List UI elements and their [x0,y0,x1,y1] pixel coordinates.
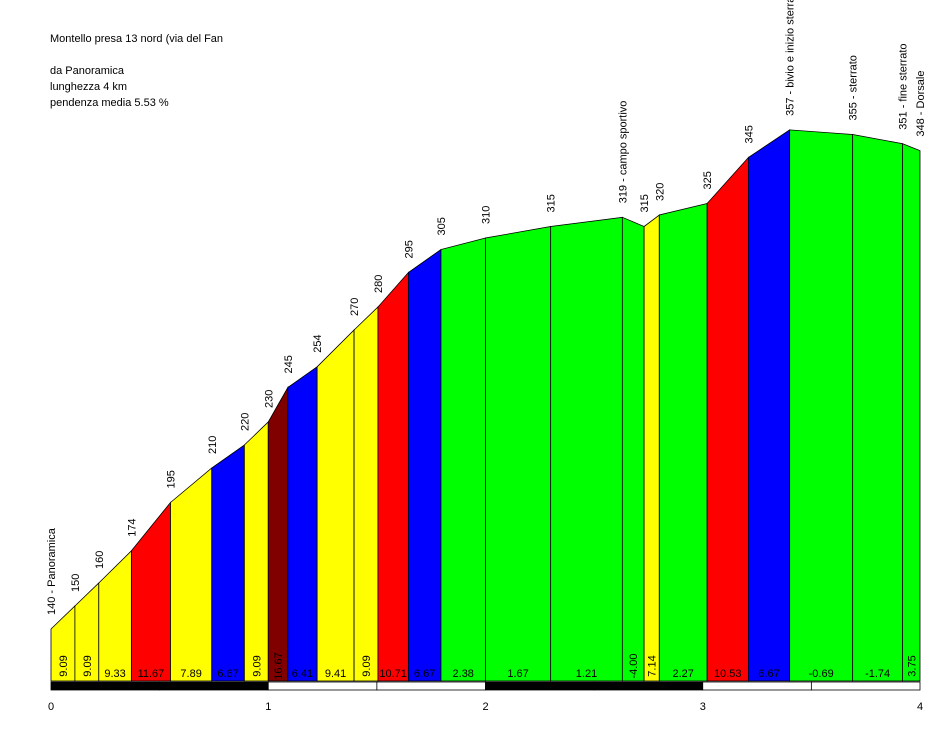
gradient-label: 3.75 [906,655,918,676]
altitude-label: 220 [239,413,251,431]
gradient-label: 9.09 [82,655,94,676]
gradient-label: 9.41 [325,668,346,680]
altitude-label: 160 [94,551,106,569]
scale-bar-segment [376,681,486,691]
scale-bar-segment [159,681,269,691]
gradient-segment [211,444,245,682]
gradient-segment [243,421,269,682]
altitude-label: 345 [743,125,755,143]
gradient-label: 1.21 [576,668,597,680]
gradient-segment [316,329,355,682]
gradient-label: 10.71 [379,668,407,680]
x-tick-label: 4 [917,701,923,713]
gradient-label: 6.67 [414,668,435,680]
gradient-segment [407,248,442,682]
altitude-label: 230 [263,390,275,408]
gradient-label: 10.53 [714,668,742,680]
gradient-segment [706,156,749,682]
gradient-label: 9.33 [104,668,125,680]
altitude-label: 315 [546,194,558,212]
gradient-segment [170,467,213,682]
gradient-segment [747,129,791,682]
altitude-label: 195 [165,470,177,488]
gradient-label: 6.67 [758,668,779,680]
gradient-label: 2.27 [672,668,693,680]
gradient-label: 7.14 [647,655,659,676]
x-tick-label: 0 [48,701,54,713]
altitude-label: 315 [639,194,651,212]
gradient-segment [98,549,132,682]
x-tick-label: 2 [482,701,488,713]
scale-bar-segment [485,681,595,691]
altitude-label: 280 [373,275,385,293]
altitude-label: 348 - Dorsale [915,71,927,137]
gradient-segment [789,129,854,682]
altitude-label: 150 [70,574,82,592]
gradient-label: 9.09 [251,655,263,676]
altitude-label: 270 [349,298,361,316]
altitude-label: 319 - campo sportivo [617,101,629,204]
gradient-label: -1.74 [865,668,890,680]
gradient-label: 1.67 [507,668,528,680]
altitude-label: 325 [702,171,714,189]
gradient-label: 6.67 [217,668,238,680]
scale-bar-segment [267,681,378,691]
gradient-label: 7.89 [180,668,201,680]
altitude-label: 254 [312,334,324,352]
gradient-segment [852,134,904,682]
climb-average-gradient: pendenza media 5.53 % [50,97,169,109]
altitude-label: 295 [403,240,415,258]
gradient-segment [440,237,486,682]
scale-bar-segment [593,681,704,691]
gradient-segment [267,385,289,682]
gradient-segment [377,271,409,682]
gradient-label: 9.09 [361,655,373,676]
gradient-segment [485,226,552,682]
altitude-label: 140 - Panoramica [46,527,58,615]
gradient-segment [902,143,921,682]
altitude-label: 305 [436,217,448,235]
altitude-label: 174 [126,518,138,536]
gradient-segment [658,202,708,682]
x-tick-label: 1 [265,701,271,713]
gradient-label: -0.69 [809,668,834,680]
gradient-segment [550,216,623,682]
climb-length: lunghezza 4 km [50,81,128,93]
altitude-label: 355 - sterrato [848,55,860,120]
gradient-segment [621,216,645,682]
gradient-label: 9.09 [58,655,70,676]
gradient-segment [353,306,379,682]
scale-bar-segment [702,681,812,691]
scale-bar-segment [810,681,921,691]
gradient-segment [643,214,660,682]
altitude-label: 245 [283,355,295,373]
altitude-label: 320 [654,183,666,201]
gradient-label: 11.67 [138,668,165,680]
x-tick-label: 3 [700,701,706,713]
gradient-label: 2.38 [453,668,474,680]
altitude-label: 310 [481,206,493,224]
climb-title: Montello presa 13 nord (via del Fan [50,33,224,45]
altitude-label: 210 [207,436,219,454]
gradient-label: -4.00 [628,653,640,678]
scale-bar-segment [50,681,161,691]
climb-start: da Panoramica [50,65,124,77]
altitude-label: 351 - fine sterrato [898,43,910,129]
climb-info: Montello presa 13 nord (via del Fan da P… [50,31,223,111]
altitude-label: 357 - bivio e inizio sterrato [785,0,797,116]
gradient-label: 16.67 [273,652,285,680]
gradient-segment [287,366,318,682]
gradient-label: 6.41 [292,668,313,680]
